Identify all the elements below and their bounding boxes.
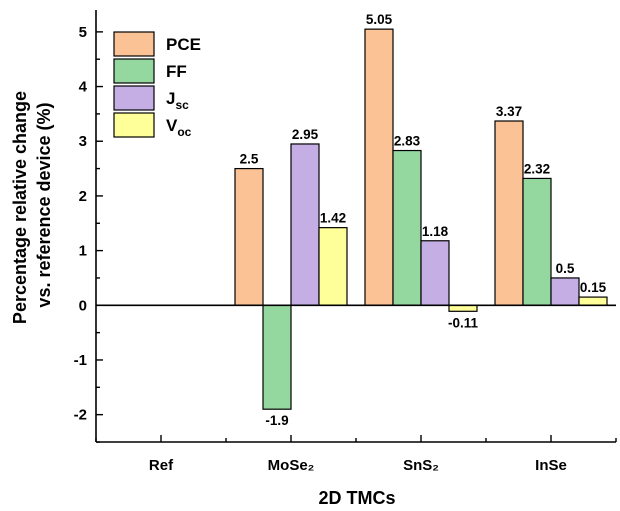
x-tick-label: SnS₂ bbox=[403, 457, 439, 474]
bars-layer bbox=[234, 28, 608, 410]
legend-swatch-jsc bbox=[113, 85, 155, 111]
legend-swatch-ff bbox=[113, 58, 155, 84]
x-tick-label: InSe bbox=[535, 457, 567, 474]
bar-ff-2 bbox=[392, 149, 422, 306]
data-label-ff-3: 2.32 bbox=[524, 161, 550, 176]
axes-layer: -2 -1 0 1 2 3 4 5 Ref MoSe₂ SnS₂ InSe bbox=[74, 10, 617, 474]
legend-label-voc: Voc bbox=[166, 116, 192, 139]
legend-label-jsc: Jsc bbox=[166, 89, 189, 112]
data-label-pce-1: 2.5 bbox=[240, 152, 259, 167]
data-label-pce-3: 3.37 bbox=[496, 104, 522, 119]
data-label-jsc-3: 0.5 bbox=[556, 261, 575, 276]
y-tick-label: -1 bbox=[74, 352, 87, 369]
data-label-voc-3: 0.15 bbox=[580, 280, 607, 295]
data-label-pce-2: 5.05 bbox=[366, 12, 393, 27]
data-label-voc-2: -0.11 bbox=[448, 315, 479, 330]
y-tick-label: 1 bbox=[79, 243, 87, 260]
bar-ff-1 bbox=[262, 304, 292, 410]
bar-ff-3 bbox=[522, 177, 552, 306]
x-axis-title: 2D TMCs bbox=[318, 488, 395, 508]
bar-voc-3 bbox=[578, 296, 608, 306]
x-tick-label: Ref bbox=[149, 457, 174, 474]
bar-pce-1 bbox=[234, 167, 264, 306]
legend-swatch-pce bbox=[113, 31, 155, 57]
legend-swatch-voc bbox=[113, 112, 155, 138]
x-tick-label: MoSe₂ bbox=[268, 457, 315, 474]
y-tick-label: 2 bbox=[79, 188, 87, 205]
legend-label-pce: PCE bbox=[166, 35, 201, 54]
bar-pce-3 bbox=[494, 120, 524, 306]
y-axis-title: Percentage relative change vs. reference… bbox=[10, 86, 54, 324]
bar-jsc-1 bbox=[290, 143, 320, 306]
data-label-ff-1: -1.9 bbox=[265, 413, 288, 428]
y-tick-label: 4 bbox=[79, 79, 88, 96]
y-axis-title-line-2: vs. reference device (%) bbox=[34, 102, 54, 307]
data-label-ff-2: 2.83 bbox=[394, 134, 421, 149]
data-label-jsc-1: 2.95 bbox=[292, 127, 319, 142]
y-tick-label: 5 bbox=[79, 24, 87, 41]
data-label-voc-1: 1.42 bbox=[320, 211, 346, 226]
bar-voc-2 bbox=[448, 304, 478, 312]
bar-jsc-3 bbox=[550, 277, 580, 306]
y-axis-title-line-1: Percentage relative change bbox=[10, 91, 30, 324]
y-tick-label: -2 bbox=[74, 407, 87, 424]
data-labels-layer: 2.5 5.05 3.37 -1.9 2.83 2.32 2.95 1.18 0.5 1.42 -0… bbox=[240, 12, 607, 428]
bar-voc-1 bbox=[318, 227, 348, 306]
bar-jsc-2 bbox=[420, 240, 450, 306]
legend: PCE FF Jsc Voc bbox=[113, 31, 201, 139]
bar-pce-2 bbox=[364, 28, 394, 306]
data-label-jsc-2: 1.18 bbox=[422, 224, 449, 239]
y-tick-label: 0 bbox=[79, 297, 87, 314]
y-tick-label: 3 bbox=[79, 133, 87, 150]
legend-label-ff: FF bbox=[166, 62, 187, 81]
